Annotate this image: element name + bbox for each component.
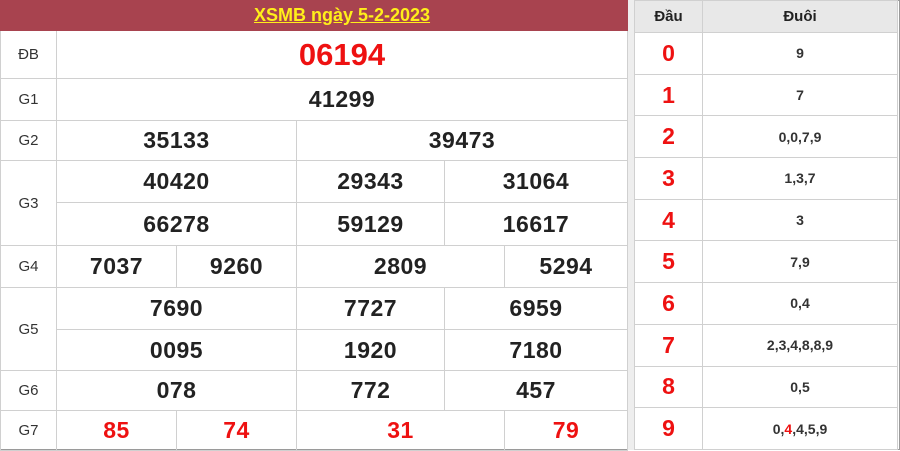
divider [627,0,634,450]
head-digit: 9 [634,407,703,450]
tail-part: ,4,5,9 [792,420,828,437]
tail-digits: 1,3,7 [702,157,898,200]
tail-digits: 7,9 [702,240,898,284]
prize-label: ĐB [0,30,57,79]
prize-label: G3 [0,160,57,246]
special-prize: 06194 [55,30,629,79]
prize-number: 66278 [56,202,297,246]
prize-label: G6 [0,370,57,411]
tail-digits: 0,5 [702,365,898,409]
prize-number: 078 [56,370,297,411]
prize-label: G4 [0,245,57,288]
prize-number: 7690 [56,287,297,330]
prize-number: 31064 [443,160,629,203]
head-digit: 3 [634,157,703,200]
prize-number: 41299 [55,78,629,121]
prize-number: 7180 [443,329,629,371]
tail-part: 0, [772,420,785,437]
prize-number: 74 [176,410,297,451]
prize-number: 7037 [56,245,177,288]
prize-label: G1 [0,78,57,121]
prize-number: 59129 [296,202,445,246]
prize-number: 40420 [56,160,297,203]
head-digit: 2 [634,115,703,159]
tail-digits: 2,3,4,8,8,9 [702,323,898,367]
tail-digits: 9 [702,32,898,75]
head-column-header: Đầu [634,0,703,33]
prize-number: 0095 [56,329,297,371]
tail-digits: 0,0,7,9 [702,115,898,159]
prize-label: G7 [0,410,57,451]
prize-label: G5 [0,287,57,371]
results-title[interactable]: XSMB ngày 5-2-2023 [0,0,629,31]
results-table: XSMB ngày 5-2-2023 ĐB 06194 G1 41299 G2 351… [0,0,629,451]
prize-number: 31 [296,410,505,451]
prize-number: 1920 [296,329,445,371]
tail-digits: 0,4,4,5,9 [702,407,898,450]
tail-digits: 0,4 [702,282,898,325]
prize-number: 16617 [443,202,629,246]
head-digit: 1 [634,73,703,117]
prize-number: 39473 [295,120,629,161]
prize-number: 35133 [56,120,297,161]
prize-number: 9260 [176,245,297,288]
head-digit: 8 [634,365,703,409]
tail-digits: 3 [702,198,898,242]
tail-column-header: Đuôi [702,0,898,33]
prize-number: 79 [503,410,629,451]
prize-number: 457 [443,370,629,411]
head-digit: 4 [634,198,703,242]
prize-number: 2809 [296,245,505,288]
head-digit: 7 [634,323,703,367]
prize-number: 29343 [296,160,445,203]
prize-number: 772 [296,370,445,411]
prize-number: 7727 [296,287,445,330]
prize-number: 85 [56,410,177,451]
head-digit: 6 [634,282,703,325]
head-digit: 0 [634,32,703,75]
tail-digits: 7 [702,73,898,117]
prize-number: 5294 [503,245,629,288]
prize-number: 6959 [443,287,629,330]
prize-label: G2 [0,120,57,161]
head-digit: 5 [634,240,703,284]
tail-part-highlight: 4 [784,420,793,437]
